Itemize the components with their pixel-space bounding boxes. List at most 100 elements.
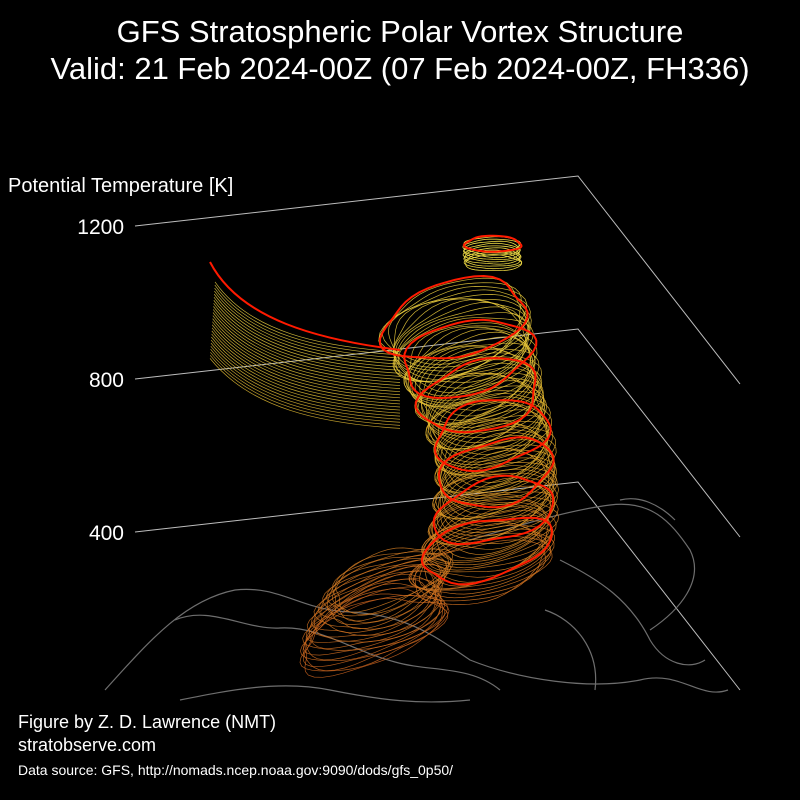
- vortex-contour: [211, 333, 401, 405]
- vortex-contour: [213, 293, 401, 365]
- vortex-contour: [322, 558, 452, 625]
- coastlines: [104, 498, 729, 703]
- highlight-contour-460: [420, 516, 553, 586]
- vortex-contour: [403, 326, 532, 406]
- vortex-contour: [209, 358, 401, 429]
- z-axis-label: Potential Temperature [K]: [8, 175, 234, 197]
- highlight-contour-660: [437, 436, 555, 509]
- highlight-contour-960: [403, 318, 538, 400]
- vortex-contour: [314, 566, 443, 638]
- vortex-contour: [317, 557, 447, 630]
- vortex-contour: [305, 583, 442, 661]
- vortex-contour: [302, 578, 441, 651]
- vortex-contour: [210, 342, 401, 414]
- coastline-5: [179, 685, 471, 703]
- coastline-7: [619, 498, 676, 521]
- vortex-contour: [427, 390, 548, 463]
- vortex-contour: [434, 452, 555, 522]
- vortex-contour: [441, 447, 557, 519]
- vortex-contour: [422, 521, 555, 589]
- vortex-contour: [388, 289, 531, 372]
- vortex-contour: [213, 303, 401, 374]
- vortex-contour: [212, 309, 401, 380]
- highlight-contour-560: [432, 474, 555, 546]
- vortex-contour: [434, 409, 549, 483]
- highlight-contour-arm: [209, 261, 401, 351]
- vortex-contour: [313, 564, 447, 634]
- vortex-contour: [214, 287, 401, 359]
- vortex-contour: [425, 380, 544, 455]
- vortex-contour: [308, 573, 442, 649]
- vortex-contour: [416, 359, 539, 434]
- vortex-contour: [403, 325, 536, 404]
- data-source: Data source: GFS, http://nomads.ncep.noa…: [18, 762, 454, 778]
- z-tick-labels: 400 800 1200: [77, 216, 124, 545]
- coastline-6: [544, 609, 597, 691]
- vortex-contour: [394, 312, 528, 394]
- highlight-contour-1060: [378, 274, 529, 360]
- highlight-contour-760: [433, 399, 552, 473]
- vortex-contour: [212, 318, 401, 389]
- vortex-contour: [213, 296, 401, 368]
- z-tick-400: 400: [89, 522, 124, 545]
- vortex-contour: [412, 525, 552, 591]
- vortex-contour: [212, 315, 401, 386]
- coastline-4: [559, 559, 706, 666]
- vortex-contour: [433, 400, 549, 474]
- vortex-contour: [299, 594, 449, 672]
- highlight-contour-860: [414, 357, 537, 434]
- vortex-contour: [421, 506, 552, 573]
- vortex-contour: [214, 284, 401, 356]
- z-tick-800: 800: [89, 369, 124, 392]
- vortex-contour: [211, 327, 401, 399]
- vortex-contour: [302, 593, 444, 672]
- vortex-contour: [210, 339, 401, 411]
- z-grid: [134, 175, 741, 691]
- vortex-contour: [462, 245, 521, 263]
- vortex-isosurface: [209, 234, 559, 678]
- vortex-contour: [425, 385, 542, 460]
- grid-plane-800: [134, 328, 741, 538]
- vortex-contour: [211, 330, 401, 402]
- vortex-contour: [405, 328, 532, 407]
- vortex-contour: [378, 277, 526, 361]
- vortex-contour: [320, 559, 446, 630]
- vortex-contour: [214, 281, 401, 353]
- vortex-contour: [213, 306, 401, 377]
- vortex-contour: [214, 290, 401, 362]
- vortex-contour: [463, 242, 521, 260]
- chart-subtitle: Valid: 21 Feb 2024-00Z (07 Feb 2024-00Z,…: [50, 51, 750, 86]
- vortex-contour: [432, 462, 555, 530]
- grid-plane-1200: [134, 175, 741, 385]
- highlight-contour-top: [462, 234, 523, 253]
- vortex-contour: [428, 491, 556, 559]
- vortex-contour: [463, 240, 521, 259]
- vortex-contour: [326, 553, 451, 622]
- vortex-contour: [306, 570, 441, 642]
- vortex-contour: [211, 336, 401, 408]
- vortex-contour: [210, 352, 401, 423]
- vortex-contour: [210, 345, 401, 417]
- vortex-contour: [408, 532, 548, 599]
- vortex-contour: [440, 446, 556, 518]
- vortex-contour: [210, 349, 401, 420]
- vortex-contour: [211, 324, 401, 396]
- coastline-1: [104, 588, 729, 693]
- vortex-contour: [332, 548, 450, 615]
- vortex-contour: [465, 254, 523, 272]
- vortex-contour: [422, 509, 552, 578]
- vortex-contour: [310, 563, 441, 636]
- vortex-contour: [209, 355, 401, 426]
- z-tick-1200: 1200: [77, 216, 124, 239]
- vortex-contour: [464, 247, 522, 265]
- site-name: stratobserve.com: [18, 735, 157, 755]
- grid-plane-400: [134, 481, 741, 691]
- vortex-contour: [303, 587, 449, 668]
- figure-credit: Figure by Z. D. Lawrence (NMT): [18, 712, 277, 732]
- vortex-contour: [213, 300, 401, 371]
- vortex-contour: [382, 286, 528, 368]
- vortex-contour: [432, 457, 551, 527]
- vortex-contour: [212, 312, 401, 383]
- vortex-contour: [462, 238, 520, 256]
